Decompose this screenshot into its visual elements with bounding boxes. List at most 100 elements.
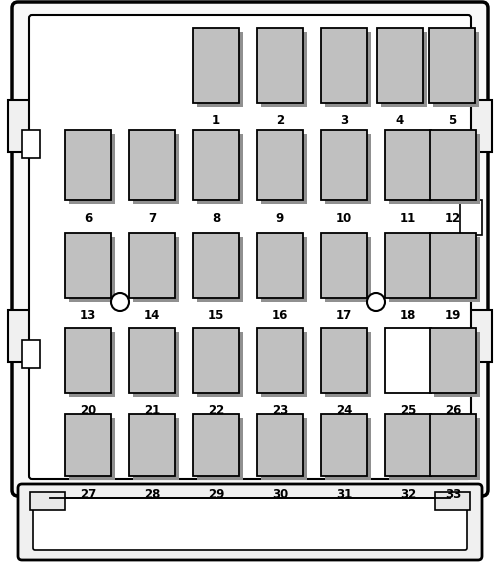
Bar xyxy=(434,134,480,204)
Bar xyxy=(8,310,30,362)
Bar xyxy=(261,134,307,204)
Bar xyxy=(434,332,480,397)
Bar xyxy=(193,130,239,200)
Bar xyxy=(389,134,435,204)
Bar xyxy=(321,328,367,393)
Text: 5: 5 xyxy=(448,114,456,127)
Bar xyxy=(429,28,475,103)
Bar xyxy=(381,32,427,107)
Bar xyxy=(129,233,175,298)
Circle shape xyxy=(111,293,129,311)
Text: 12: 12 xyxy=(445,212,461,225)
Text: 13: 13 xyxy=(80,309,96,322)
Bar xyxy=(430,328,476,393)
Bar xyxy=(133,134,179,204)
Bar xyxy=(133,237,179,302)
Bar xyxy=(197,418,243,480)
Bar xyxy=(470,100,492,152)
Bar xyxy=(197,32,243,107)
Text: 1: 1 xyxy=(212,114,220,127)
Text: 25: 25 xyxy=(400,404,416,417)
Bar xyxy=(460,200,482,235)
Bar xyxy=(133,332,179,397)
FancyBboxPatch shape xyxy=(12,2,488,496)
Bar xyxy=(433,32,479,107)
Text: 19: 19 xyxy=(445,309,461,322)
Bar xyxy=(261,237,307,302)
Text: 29: 29 xyxy=(208,488,224,501)
Bar xyxy=(377,28,423,103)
Bar xyxy=(385,328,431,393)
Bar xyxy=(193,328,239,393)
Bar xyxy=(129,130,175,200)
Bar xyxy=(65,130,111,200)
Text: 24: 24 xyxy=(336,404,352,417)
Text: 23: 23 xyxy=(272,404,288,417)
Bar xyxy=(257,233,303,298)
Bar xyxy=(434,418,480,480)
Bar xyxy=(257,130,303,200)
Bar xyxy=(321,233,367,298)
Bar xyxy=(430,130,476,200)
Bar xyxy=(197,332,243,397)
Text: 3: 3 xyxy=(340,114,348,127)
Bar xyxy=(69,134,115,204)
Text: 9: 9 xyxy=(276,212,284,225)
Bar xyxy=(69,332,115,397)
Bar xyxy=(434,237,480,302)
Text: 31: 31 xyxy=(336,488,352,501)
Bar xyxy=(8,100,30,152)
Bar xyxy=(129,328,175,393)
Bar xyxy=(435,492,470,510)
Bar xyxy=(65,328,111,393)
Text: 33: 33 xyxy=(445,488,461,501)
Bar xyxy=(321,130,367,200)
Text: 28: 28 xyxy=(144,488,160,501)
Bar xyxy=(22,340,40,368)
Text: 6: 6 xyxy=(84,212,92,225)
Text: 14: 14 xyxy=(144,309,160,322)
Text: 27: 27 xyxy=(80,488,96,501)
Text: 10: 10 xyxy=(336,212,352,225)
Bar xyxy=(193,28,239,103)
Text: 32: 32 xyxy=(400,488,416,501)
Bar xyxy=(325,32,371,107)
Text: 22: 22 xyxy=(208,404,224,417)
Bar xyxy=(430,414,476,476)
Text: 11: 11 xyxy=(400,212,416,225)
Text: 18: 18 xyxy=(400,309,416,322)
FancyBboxPatch shape xyxy=(29,15,471,479)
Text: 26: 26 xyxy=(445,404,461,417)
Bar xyxy=(325,237,371,302)
Bar xyxy=(470,310,492,362)
Bar xyxy=(321,28,367,103)
Bar xyxy=(22,130,40,158)
Text: 8: 8 xyxy=(212,212,220,225)
Bar xyxy=(257,328,303,393)
Bar xyxy=(69,237,115,302)
FancyBboxPatch shape xyxy=(33,498,467,550)
Bar xyxy=(325,332,371,397)
Bar xyxy=(65,233,111,298)
Text: 2: 2 xyxy=(276,114,284,127)
Bar xyxy=(385,130,431,200)
Bar xyxy=(385,414,431,476)
Text: 30: 30 xyxy=(272,488,288,501)
Bar xyxy=(257,28,303,103)
Text: 21: 21 xyxy=(144,404,160,417)
Bar xyxy=(133,418,179,480)
Text: 15: 15 xyxy=(208,309,224,322)
Bar xyxy=(325,418,371,480)
Bar xyxy=(197,134,243,204)
Bar xyxy=(321,414,367,476)
Text: 16: 16 xyxy=(272,309,288,322)
Bar xyxy=(193,414,239,476)
Bar xyxy=(261,332,307,397)
Bar xyxy=(30,492,65,510)
Bar xyxy=(197,237,243,302)
Text: 17: 17 xyxy=(336,309,352,322)
Bar xyxy=(385,233,431,298)
Bar xyxy=(193,233,239,298)
Bar xyxy=(389,237,435,302)
Text: 20: 20 xyxy=(80,404,96,417)
